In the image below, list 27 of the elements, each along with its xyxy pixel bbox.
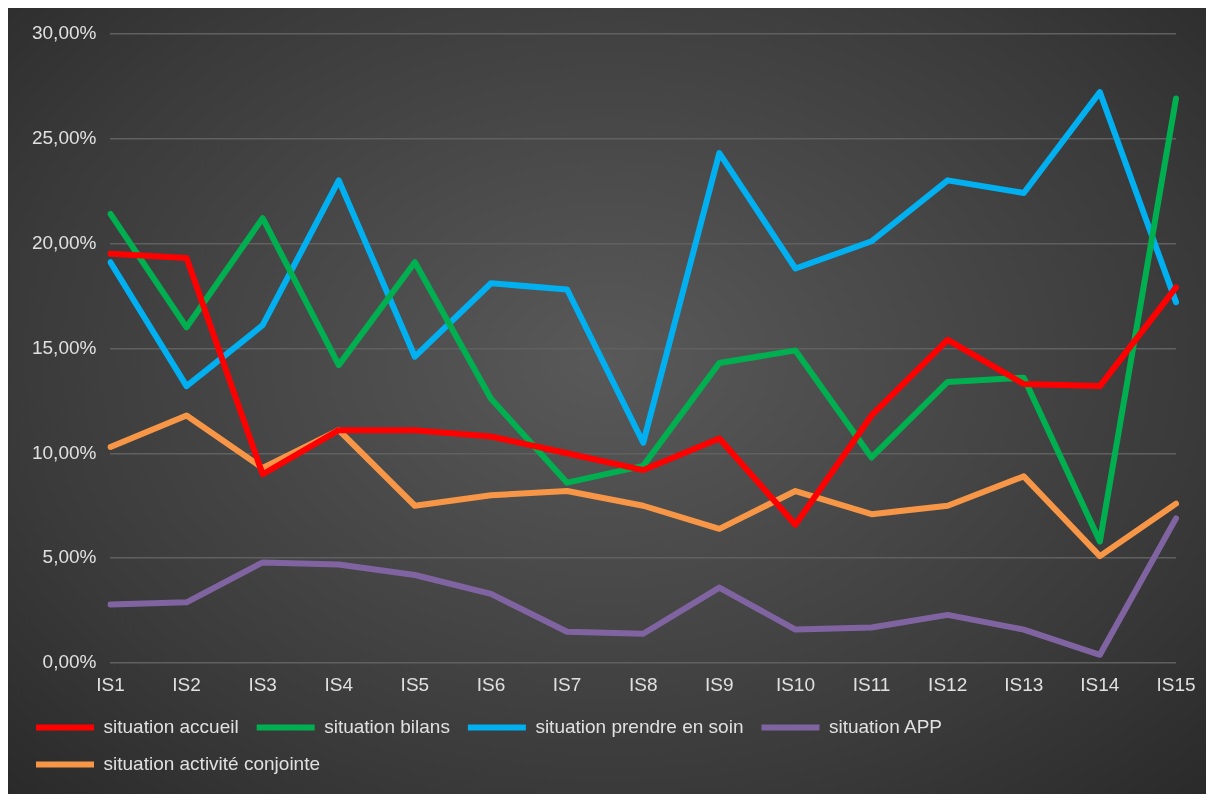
x-tick-label: IS14 <box>1080 673 1120 695</box>
x-tick-label: IS10 <box>775 673 815 695</box>
legend-label: situation activité conjointe <box>103 752 321 774</box>
y-tick-label: 20,00% <box>31 231 97 253</box>
x-tick-label: IS11 <box>852 673 891 695</box>
y-tick-label: 10,00% <box>31 441 97 463</box>
x-tick-label: IS8 <box>628 673 658 695</box>
y-tick-label: 0,00% <box>42 651 97 673</box>
x-tick-label: IS2 <box>172 673 201 695</box>
y-tick-label: 5,00% <box>42 546 97 568</box>
x-tick-label: IS5 <box>400 673 430 695</box>
x-tick-label: IS9 <box>705 673 734 695</box>
x-tick-label: IS7 <box>552 673 582 695</box>
x-tick-label: IS12 <box>928 673 968 695</box>
legend-label: situation accueil <box>103 715 239 737</box>
x-tick-label: IS6 <box>476 673 506 695</box>
y-tick-label: 25,00% <box>31 126 97 148</box>
y-tick-label: 30,00% <box>31 21 97 43</box>
x-tick-label: IS1 <box>96 673 125 695</box>
legend-label: situation bilans <box>324 715 450 737</box>
x-tick-label: IS3 <box>248 673 277 695</box>
x-tick-label: IS15 <box>1156 673 1196 695</box>
x-tick-label: IS13 <box>1004 673 1044 695</box>
x-tick-label: IS4 <box>324 673 354 695</box>
y-tick-label: 15,00% <box>31 336 97 358</box>
legend-label: situation APP <box>828 715 942 737</box>
legend-label: situation prendre en soin <box>535 715 744 737</box>
